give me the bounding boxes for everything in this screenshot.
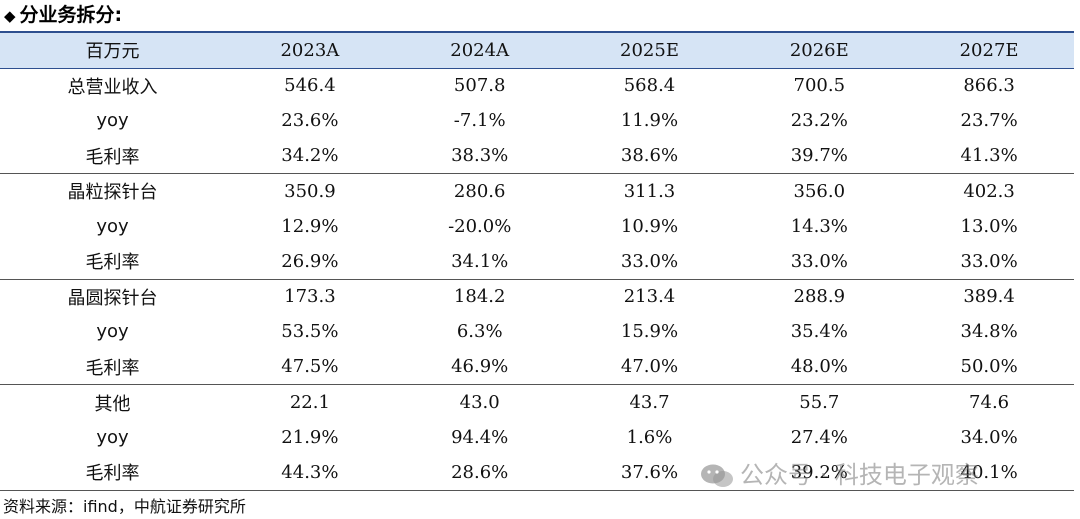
source-note: 资料来源：ifind，中航证券研究所 bbox=[3, 497, 246, 516]
table-cell: 866.3 bbox=[963, 75, 1015, 97]
table-cell: 48.0% bbox=[734, 349, 905, 386]
table-cell: 6.3% bbox=[456, 321, 503, 343]
table-row: 其他 22.1 43.0 43.7 55.7 74.6 bbox=[0, 385, 1074, 420]
table-cell: 53.5% bbox=[281, 321, 339, 343]
table-cell: 34.0% bbox=[960, 426, 1018, 448]
table-cell: 10.9% bbox=[620, 215, 679, 237]
table-cell: 389.4 bbox=[963, 286, 1015, 308]
row-label: yoy bbox=[96, 110, 129, 132]
table-row: yoy 12.9% -20.0% 10.9% 14.3% 13.0% bbox=[0, 209, 1074, 244]
table-cell: 47.5% bbox=[225, 349, 395, 386]
table-cell: 74.6 bbox=[969, 392, 1010, 414]
row-label: 毛利率 bbox=[0, 138, 225, 175]
table-cell: 33.0% bbox=[564, 243, 735, 280]
business-breakdown-table: 百万元 2023A 2024A 2025E 2026E 2027E 总营业收入 5… bbox=[0, 31, 1074, 491]
table-row: 毛利率 26.9% 34.1% 33.0% 33.0% 33.0% bbox=[0, 243, 1074, 280]
table-cell: -7.1% bbox=[453, 110, 506, 132]
table-cell: 21.9% bbox=[281, 426, 339, 448]
table-row: 毛利率 44.3% 28.6% 37.6% 39.2% 40.1% bbox=[0, 455, 1074, 491]
table-body: 总营业收入 546.4 507.8 568.4 700.5 866.3 yoy 23.6% -7… bbox=[0, 68, 1074, 491]
table-cell: 40.1% bbox=[904, 455, 1074, 491]
table-cell: 546.4 bbox=[284, 75, 336, 97]
row-label: 毛利率 bbox=[0, 455, 225, 491]
row-label: 毛利率 bbox=[0, 243, 225, 280]
table-cell: 43.0 bbox=[459, 392, 500, 414]
table-row: 晶圆探针台 173.3 184.2 213.4 288.9 389.4 bbox=[0, 279, 1074, 314]
table-row: yoy 21.9% 94.4% 1.6% 27.4% 34.0% bbox=[0, 420, 1074, 455]
table-cell: 15.9% bbox=[620, 321, 679, 343]
table-row: yoy 23.6% -7.1% 11.9% 23.2% 23.7% bbox=[0, 103, 1074, 138]
table-row: 毛利率 34.2% 38.3% 38.6% 39.7% 41.3% bbox=[0, 138, 1074, 175]
row-label: yoy bbox=[96, 426, 129, 448]
table-cell: 94.4% bbox=[451, 426, 509, 448]
header-2027e: 2027E bbox=[904, 31, 1074, 69]
table-cell: 35.4% bbox=[790, 321, 848, 343]
table-cell: 507.8 bbox=[453, 75, 506, 97]
table-cell: 50.0% bbox=[904, 349, 1074, 386]
table-cell: 280.6 bbox=[453, 180, 506, 202]
table-cell: 568.4 bbox=[623, 75, 676, 97]
table-cell: 311.3 bbox=[623, 180, 676, 202]
table-row: 晶粒探针台 350.9 280.6 311.3 356.0 402.3 bbox=[0, 174, 1074, 209]
header-2024a: 2024A bbox=[394, 31, 565, 69]
table-cell: 23.7% bbox=[960, 110, 1018, 132]
table-row: yoy 53.5% 6.3% 15.9% 35.4% 34.8% bbox=[0, 314, 1074, 349]
table-cell: 23.6% bbox=[281, 110, 339, 132]
row-label: 晶圆探针台 bbox=[67, 287, 158, 309]
table-cell: 55.7 bbox=[799, 392, 840, 414]
table-cell: 350.9 bbox=[284, 180, 336, 202]
diamond-bullet-icon: ◆ bbox=[4, 7, 16, 25]
table-cell: 13.0% bbox=[960, 215, 1018, 237]
table-cell: 41.3% bbox=[904, 138, 1074, 175]
table-header-row: 百万元 2023A 2024A 2025E 2026E 2027E bbox=[0, 31, 1074, 69]
header-2026e: 2026E bbox=[734, 31, 905, 69]
table-cell: 12.9% bbox=[281, 215, 339, 237]
table-cell: 1.6% bbox=[626, 426, 673, 448]
table-cell: 11.9% bbox=[620, 110, 679, 132]
table-cell: 14.3% bbox=[790, 215, 848, 237]
header-2025e: 2025E bbox=[564, 31, 735, 69]
table-cell: 27.4% bbox=[790, 426, 848, 448]
row-label: 其他 bbox=[94, 393, 131, 415]
table-cell: 33.0% bbox=[904, 243, 1074, 280]
table-cell: 46.9% bbox=[394, 349, 565, 386]
row-label: 晶粒探针台 bbox=[67, 182, 158, 204]
table-cell: -20.0% bbox=[448, 215, 512, 237]
table-cell: 184.2 bbox=[453, 286, 506, 308]
table-cell: 39.7% bbox=[734, 138, 905, 175]
table-cell: 402.3 bbox=[963, 180, 1015, 202]
table-cell: 22.1 bbox=[289, 392, 330, 414]
table-cell: 33.0% bbox=[734, 243, 905, 280]
table-cell: 213.4 bbox=[623, 286, 676, 308]
table-cell: 44.3% bbox=[225, 455, 395, 491]
table-cell: 28.6% bbox=[394, 455, 565, 491]
table-cell: 34.1% bbox=[394, 243, 565, 280]
table-cell: 34.2% bbox=[225, 138, 395, 175]
table-cell: 39.2% bbox=[734, 455, 905, 491]
row-label: 毛利率 bbox=[0, 349, 225, 386]
table-cell: 173.3 bbox=[284, 286, 336, 308]
row-label: 总营业收入 bbox=[67, 76, 158, 98]
header-2023a: 2023A bbox=[225, 31, 395, 69]
table-cell: 26.9% bbox=[225, 243, 395, 280]
table-cell: 356.0 bbox=[793, 180, 846, 202]
table-cell: 38.3% bbox=[394, 138, 565, 175]
table-cell: 288.9 bbox=[793, 286, 846, 308]
table-cell: 34.8% bbox=[960, 321, 1018, 343]
section-title: ◆ 分业务拆分: bbox=[4, 2, 122, 28]
table-cell: 43.7 bbox=[629, 392, 670, 414]
row-label: yoy bbox=[96, 321, 129, 343]
table-cell: 23.2% bbox=[790, 110, 848, 132]
section-title-text: 分业务拆分: bbox=[19, 4, 123, 26]
table-row: 毛利率 47.5% 46.9% 47.0% 48.0% 50.0% bbox=[0, 349, 1074, 386]
header-unit: 百万元 bbox=[0, 31, 225, 69]
table-row: 总营业收入 546.4 507.8 568.4 700.5 866.3 bbox=[0, 68, 1074, 103]
table-cell: 37.6% bbox=[564, 455, 735, 491]
table-cell: 700.5 bbox=[793, 75, 846, 97]
table-cell: 47.0% bbox=[564, 349, 735, 386]
table-cell: 38.6% bbox=[564, 138, 735, 175]
row-label: yoy bbox=[96, 215, 129, 237]
